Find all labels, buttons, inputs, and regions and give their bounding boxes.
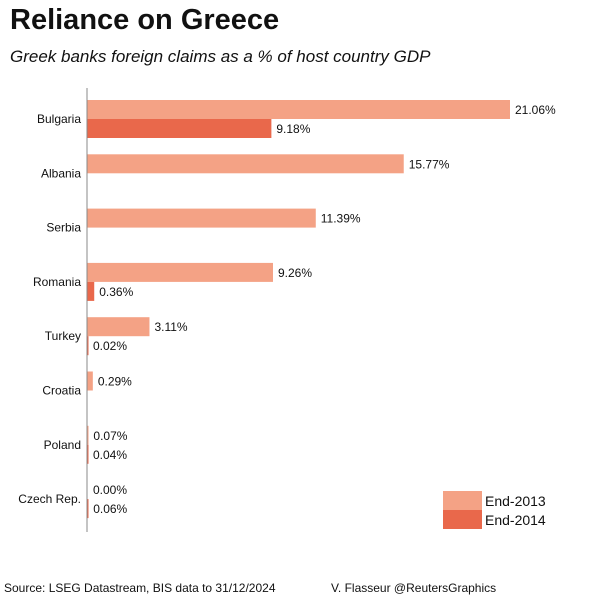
data-label: 0.02% (93, 339, 127, 353)
bar-end-2014 (87, 281, 95, 301)
bar-end-2014 (87, 444, 89, 464)
bar-end-2013 (87, 100, 510, 119)
category-label: Romania (33, 275, 81, 289)
bar-end-2013 (87, 371, 93, 391)
category-label: Poland (44, 438, 81, 452)
legend-swatch-end-2013 (443, 491, 482, 510)
data-label: 0.00% (93, 483, 127, 497)
data-label: 0.04% (93, 448, 127, 462)
data-label: 15.77% (409, 157, 450, 171)
category-label: Croatia (42, 384, 81, 398)
data-label: 11.39% (321, 212, 361, 226)
chart-title: Reliance on Greece (10, 4, 280, 36)
category-label: Albania (41, 166, 81, 180)
data-label: 3.11% (154, 320, 187, 334)
data-label: 0.07% (93, 429, 127, 443)
bar-end-2014 (87, 119, 272, 138)
legend-swatch-end-2014 (443, 510, 482, 529)
bar-end-2013 (87, 154, 404, 174)
data-label: 0.06% (93, 502, 127, 516)
credit-note: V. Flasseur @ReutersGraphics (331, 581, 497, 595)
data-label: 21.06% (515, 103, 556, 117)
bar-end-2014 (87, 336, 89, 356)
bar-end-2013 (87, 317, 150, 337)
bar-end-2013 (87, 208, 316, 228)
legend-label: End-2013 (485, 493, 546, 509)
category-label: Turkey (45, 329, 81, 343)
source-note: Source: LSEG Datastream, BIS data to 31/… (4, 581, 276, 595)
category-label: Czech Rep. (18, 492, 81, 506)
bar-end-2013 (87, 262, 273, 282)
data-label: 9.18% (276, 122, 310, 136)
data-label: 9.26% (278, 266, 312, 280)
data-label: 0.36% (99, 285, 133, 299)
category-label: Bulgaria (37, 112, 81, 126)
data-label: 0.29% (98, 375, 132, 389)
category-label: Serbia (46, 221, 81, 235)
bar-end-2013 (87, 425, 89, 445)
legend-label: End-2014 (485, 512, 546, 528)
bar-end-2014 (87, 499, 89, 519)
chart-subtitle: Greek banks foreign claims as a % of hos… (10, 47, 431, 66)
